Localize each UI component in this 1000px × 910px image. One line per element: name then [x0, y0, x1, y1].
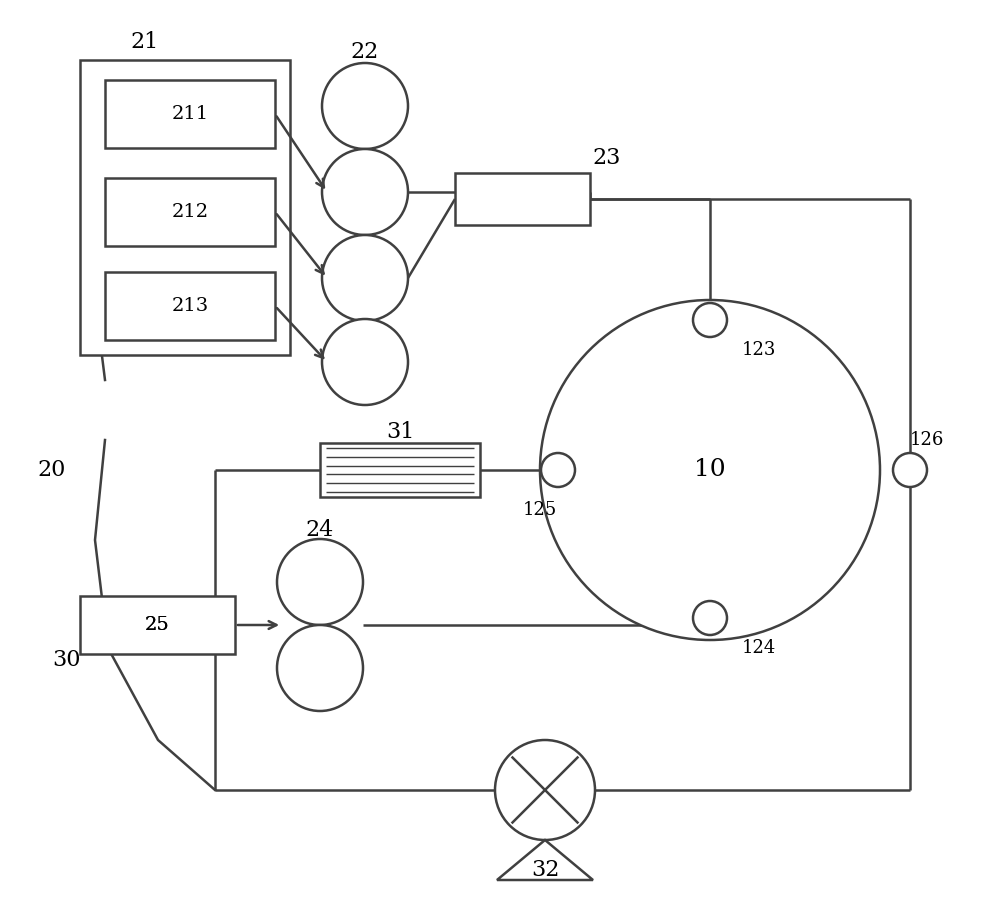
Text: 125: 125	[523, 501, 557, 519]
Bar	[80, 60, 290, 355]
Bar	[455, 173, 590, 225]
Text: 32: 32	[531, 859, 559, 881]
Text: 24: 24	[306, 519, 334, 541]
Text: 213: 213	[171, 297, 209, 315]
Bar	[105, 272, 275, 340]
Text: 20: 20	[38, 459, 66, 481]
Text: 22: 22	[351, 41, 379, 63]
Circle shape	[322, 319, 408, 405]
Circle shape	[322, 63, 408, 149]
Circle shape	[541, 453, 575, 487]
Circle shape	[893, 453, 927, 487]
Text: 212: 212	[171, 203, 209, 221]
Circle shape	[540, 300, 880, 640]
Circle shape	[322, 235, 408, 321]
Text: 23: 23	[592, 147, 620, 169]
Bar	[105, 178, 275, 246]
Bar	[320, 443, 480, 497]
Text: 123: 123	[742, 341, 776, 359]
Text: 25: 25	[145, 616, 169, 634]
Text: 126: 126	[910, 431, 944, 449]
Circle shape	[495, 740, 595, 840]
Bar	[80, 596, 235, 654]
Text: 31: 31	[386, 421, 414, 443]
Text: 211: 211	[171, 105, 209, 123]
Text: 25: 25	[145, 616, 170, 634]
Text: 10: 10	[694, 459, 726, 481]
Circle shape	[277, 539, 363, 625]
Text: 21: 21	[130, 31, 158, 53]
Text: 124: 124	[742, 639, 776, 657]
Circle shape	[693, 601, 727, 635]
Circle shape	[322, 149, 408, 235]
Text: 30: 30	[52, 649, 80, 671]
Circle shape	[277, 625, 363, 711]
Circle shape	[693, 303, 727, 337]
Bar	[105, 80, 275, 148]
